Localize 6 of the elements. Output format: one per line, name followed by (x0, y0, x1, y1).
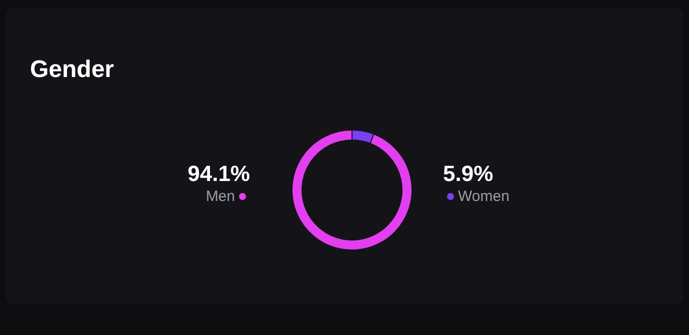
legend-label: Women (458, 188, 510, 205)
donut-slice (292, 130, 412, 250)
slice-label: Men (206, 188, 235, 205)
chart-title: Gender (30, 56, 114, 84)
data-label: 94.1% (188, 160, 250, 188)
data-label: 5.9% (443, 160, 494, 188)
